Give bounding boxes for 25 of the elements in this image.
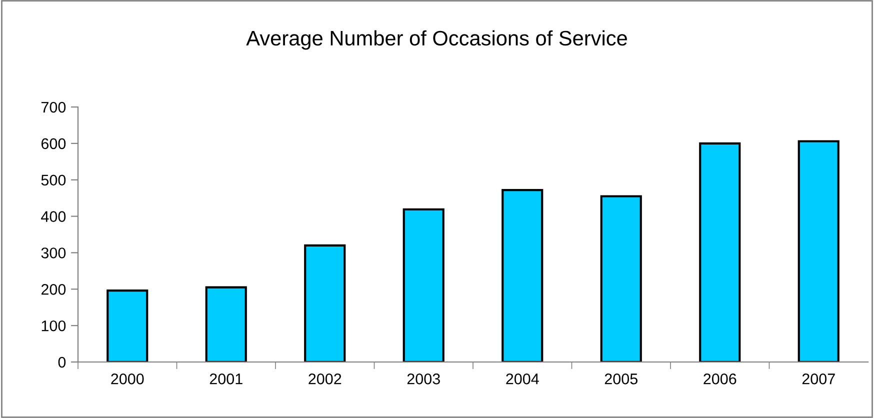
y-tick-label: 700 (41, 102, 66, 113)
y-tick-label: 200 (41, 284, 66, 295)
y-tick-label: 600 (41, 138, 66, 150)
bar (699, 142, 741, 362)
bar (106, 290, 148, 362)
x-tick-label: 2003 (407, 374, 440, 384)
bar (304, 244, 346, 362)
y-tick-label: 100 (42, 320, 66, 332)
bar (402, 208, 444, 362)
x-tick-label: 2001 (210, 374, 242, 384)
x-tick-label: 2007 (802, 374, 835, 384)
y-tick-label: 0 (58, 356, 66, 368)
x-tick-label: 2002 (308, 374, 342, 384)
bar (798, 140, 840, 362)
bar (600, 195, 642, 362)
bar (205, 286, 247, 362)
x-tick-label: 2006 (704, 374, 736, 384)
y-tick-label: 400 (41, 211, 66, 222)
chart-title: Average Number of Occasions of Service (246, 30, 627, 50)
x-tick-label: 2005 (604, 374, 638, 384)
bar (502, 189, 544, 362)
x-tick-label: 2004 (506, 374, 539, 384)
y-tick-label: 300 (41, 248, 66, 258)
y-tick-label: 500 (41, 174, 66, 186)
x-tick-label: 2000 (111, 374, 144, 384)
